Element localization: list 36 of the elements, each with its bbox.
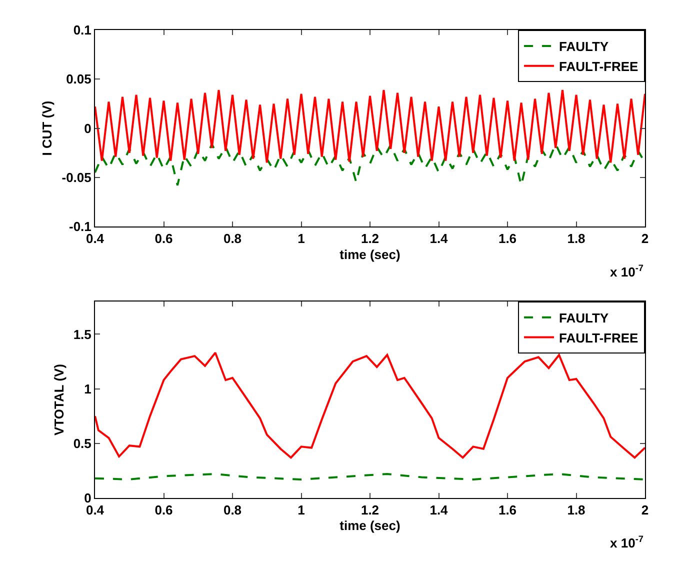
line-series bbox=[95, 88, 645, 164]
y-axis-title: I CUT (V) bbox=[40, 100, 55, 156]
x-tick-label: 2 bbox=[641, 502, 649, 518]
y-tick-label: 1 bbox=[84, 381, 92, 396]
x-tick-label: 0.8 bbox=[223, 231, 242, 246]
x-tick-label: 1 bbox=[298, 502, 305, 518]
x-tick-label: 1.8 bbox=[567, 502, 586, 518]
line-series bbox=[95, 143, 645, 186]
x-tick-label: 1.6 bbox=[498, 502, 517, 518]
text: x 10$^{-7}$ bbox=[610, 534, 644, 550]
x-tick-label: 1.4 bbox=[430, 502, 449, 518]
x-tick-label: 1.6 bbox=[498, 231, 517, 246]
x-tick-label: 0.6 bbox=[154, 231, 173, 246]
x-tick-label: 1.2 bbox=[360, 502, 380, 518]
y-tick-label: 0.05 bbox=[66, 72, 92, 87]
y-tick-label: 0.5 bbox=[73, 436, 92, 451]
x-tick-label: 0.6 bbox=[154, 502, 173, 518]
y-tick-label: 1.5 bbox=[73, 326, 92, 342]
text: x 10$^{-7}$ bbox=[610, 263, 644, 280]
x-axis-title: time (sec) bbox=[340, 518, 400, 534]
y-tick-label: 0 bbox=[84, 120, 92, 136]
legend-label: FAULT-FREE bbox=[559, 330, 639, 346]
x-tick-label: 1.2 bbox=[360, 231, 380, 246]
legend-label: FAULTY bbox=[559, 39, 609, 54]
x-tick-label: 0.8 bbox=[223, 502, 242, 518]
legend-label: FAULTY bbox=[559, 310, 609, 326]
legend-label: FAULT-FREE bbox=[559, 58, 639, 74]
x-tick-label: 1.4 bbox=[430, 231, 449, 246]
y-axis-title: VTOTAL (V) bbox=[51, 364, 66, 436]
x-tick-label: 1 bbox=[298, 231, 305, 246]
y-tick-label: -0.05 bbox=[62, 170, 92, 185]
line-series bbox=[95, 352, 645, 459]
x-tick-label: 2 bbox=[641, 231, 649, 246]
x-axis-title: time (sec) bbox=[340, 246, 400, 262]
y-tick-label: 0.1 bbox=[73, 22, 92, 38]
x-tick-label: 1.8 bbox=[567, 231, 586, 246]
